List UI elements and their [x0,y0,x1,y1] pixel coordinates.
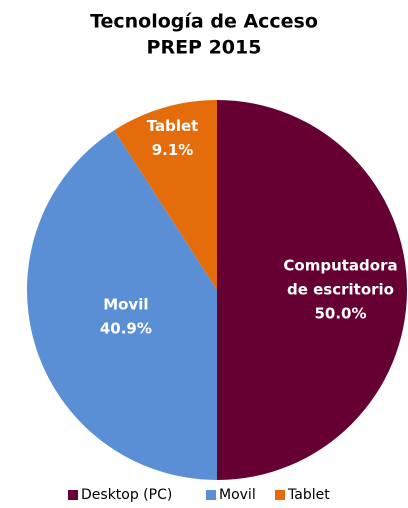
pie-slice [26,130,217,481]
legend-label: Desktop (PC) [81,487,172,503]
data-label: 40.9% [100,319,152,337]
data-label: 50.0% [314,305,366,323]
legend-swatch [206,490,216,500]
legend-label: Movil [219,487,256,503]
legend-swatch [275,490,285,500]
legend-swatch [68,490,78,500]
pie-slice [114,100,217,290]
pie-slice [217,100,407,480]
legend-label: Tablet [287,487,330,503]
slice-label: Tablet [147,117,199,135]
data-label: 9.1% [152,141,194,159]
slice-label: de escritorio [287,281,394,299]
slice-label: Computadora [283,257,397,275]
chart-subtitle: PREP 2015 [147,37,262,59]
chart-title: Tecnología de Acceso [90,11,318,33]
slice-label: Movil [103,295,148,313]
